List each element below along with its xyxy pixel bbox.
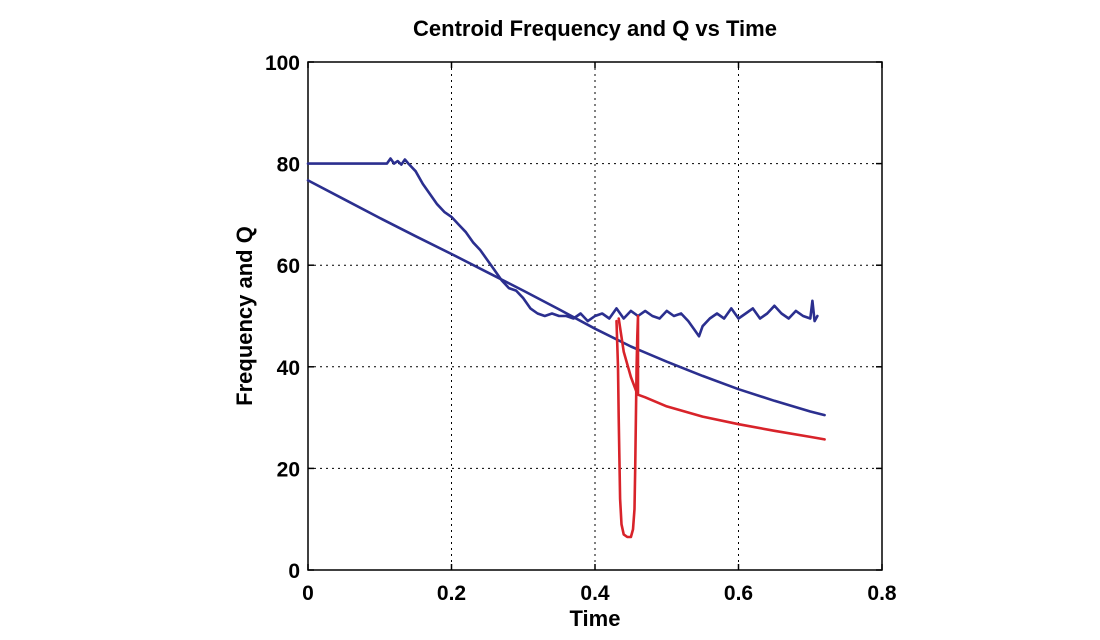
x-axis-label: Time bbox=[570, 606, 621, 631]
x-tick-label: 0.2 bbox=[437, 582, 466, 605]
series-line-4 bbox=[617, 317, 638, 394]
x-tick-label: 0.4 bbox=[580, 582, 610, 605]
y-tick-label: 0 bbox=[288, 560, 300, 583]
y-tick-label: 40 bbox=[277, 357, 300, 380]
axis-ticks: 0 0.2 0.4 0.6 0.8 0 20 40 60 80 100 bbox=[265, 52, 897, 605]
y-tick-label: 60 bbox=[277, 255, 300, 278]
series-line-3 bbox=[615, 314, 826, 539]
y-axis-label: Frequency and Q bbox=[232, 226, 257, 406]
chart-title: Centroid Frequency and Q vs Time bbox=[413, 16, 777, 41]
series-layer bbox=[306, 157, 826, 539]
y-tick-label: 100 bbox=[265, 52, 300, 75]
series-line-2 bbox=[306, 157, 819, 338]
y-tick-label: 80 bbox=[277, 154, 300, 177]
series-line-1 bbox=[306, 179, 826, 417]
x-tick-label: 0.8 bbox=[867, 582, 897, 605]
y-tick-label: 20 bbox=[277, 458, 300, 481]
x-tick-label: 0.6 bbox=[724, 582, 753, 605]
x-tick-label: 0 bbox=[302, 582, 314, 605]
